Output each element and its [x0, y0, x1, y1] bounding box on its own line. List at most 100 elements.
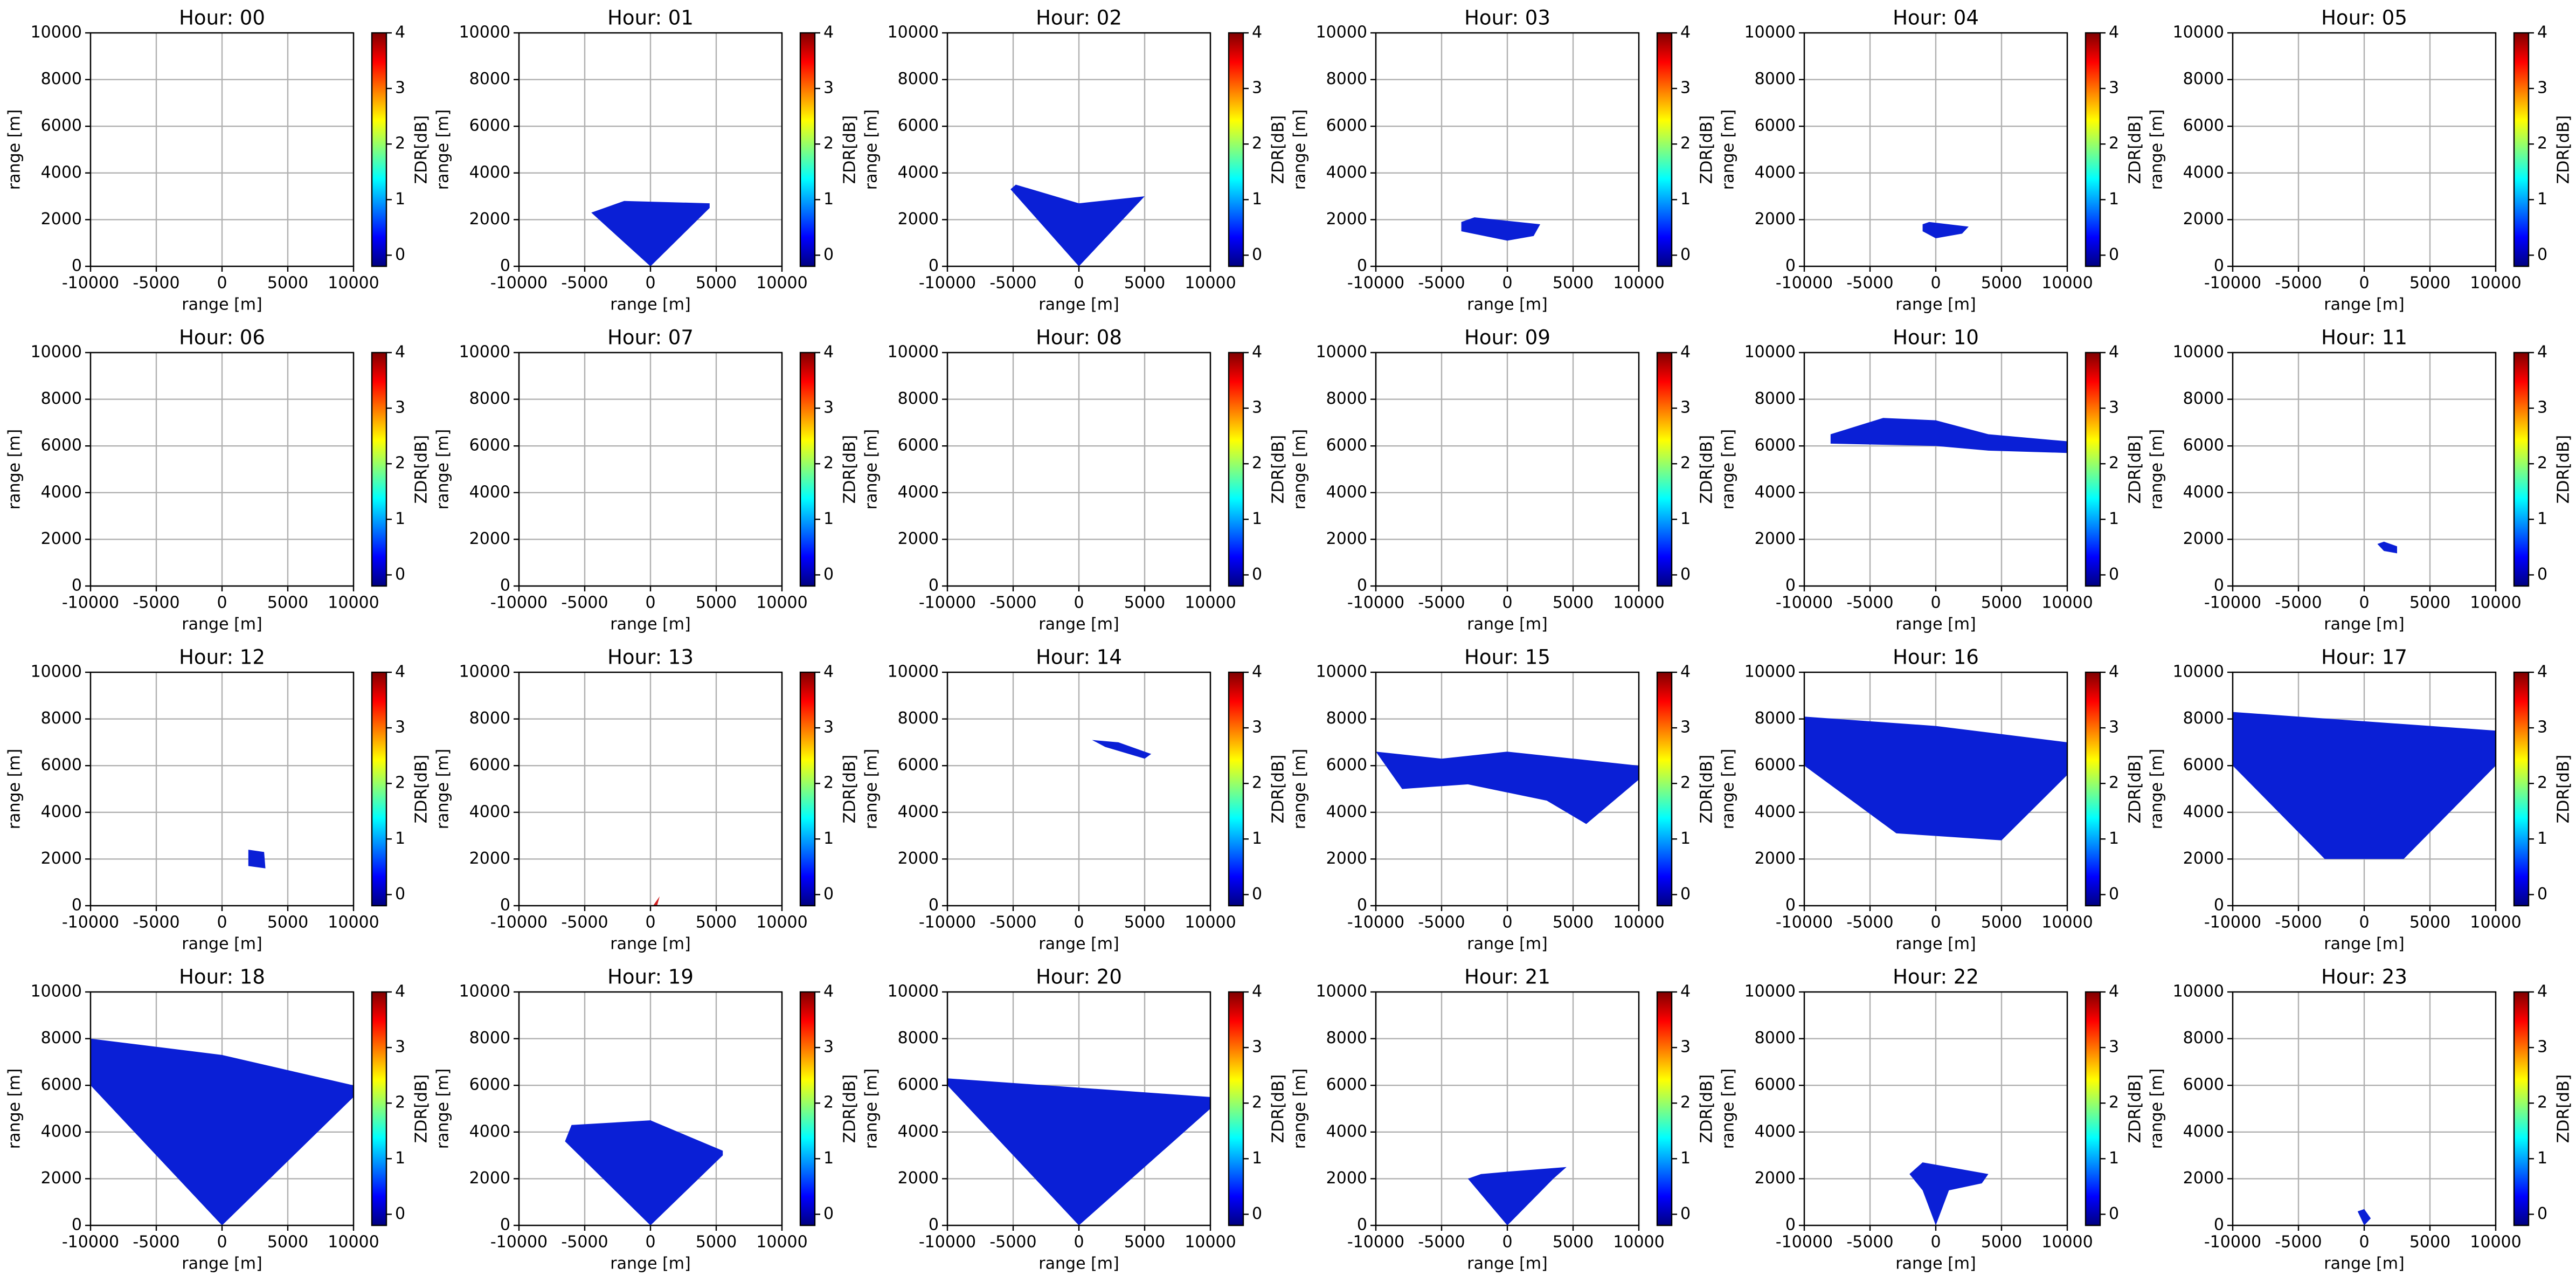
x-axis-label: range [m]	[1895, 935, 1976, 954]
x-tick-label: 5000	[1553, 913, 1594, 932]
y-tick-label: 8000	[41, 709, 82, 728]
x-tick-label: 5000	[1124, 274, 1165, 293]
colorbar	[371, 671, 387, 907]
axes-frame	[2232, 351, 2497, 587]
y-tick-label: 10000	[888, 343, 939, 362]
y-tick-label: 10000	[31, 982, 82, 1001]
colorbar	[2513, 991, 2530, 1226]
x-axis-label: range [m]	[2324, 615, 2404, 634]
y-tick-label: 2000	[2183, 849, 2224, 868]
y-tick-label: 8000	[1755, 70, 1796, 88]
x-tick-label: -5000	[561, 913, 608, 932]
x-tick-label: -10000	[1776, 274, 1833, 293]
x-axis-label: range [m]	[1467, 615, 1547, 634]
subplot: Hour: 19 -10000 -5000 0 5000 10000 0 2000 4000 60…	[434, 966, 860, 1273]
colorbar-tick-label: 2	[2109, 774, 2119, 792]
y-tick-label: 6000	[2183, 1076, 2224, 1094]
colorbar-tick-label: 4	[823, 663, 834, 681]
colorbar-tick-label: 4	[1680, 663, 1691, 681]
colorbar-label: ZDR[dB]	[1698, 435, 1716, 504]
y-tick-label: 10000	[31, 23, 82, 42]
colorbar-tick-label: 1	[2537, 509, 2547, 528]
y-tick-label: 10000	[1744, 663, 1796, 681]
x-tick-label: -5000	[133, 1233, 179, 1252]
x-tick-label: 0	[2359, 913, 2369, 932]
colorbar-tick-label: 2	[2109, 454, 2119, 473]
y-tick-label: 6000	[1755, 436, 1796, 455]
x-tick-label: 10000	[1185, 274, 1236, 293]
y-tick-label: 6000	[2183, 116, 2224, 135]
x-tick-label: -5000	[561, 594, 608, 612]
y-tick-label: 6000	[469, 436, 510, 455]
y-axis-label: range [m]	[2148, 429, 2166, 509]
subplot: Hour: 01 -10000 -5000 0 5000 10000 0 2000 4000 60…	[434, 6, 860, 314]
colorbar-tick-label: 0	[1680, 245, 1691, 264]
x-tick-label: -5000	[1846, 274, 1893, 293]
echo-area	[1461, 217, 1540, 241]
colorbar-tick-label: 0	[395, 1204, 405, 1223]
y-axis-label: range [m]	[5, 429, 24, 509]
colorbar-tick-label: 4	[2537, 663, 2547, 681]
y-tick-label: 2000	[469, 529, 510, 548]
subplot-title: Hour: 21	[1464, 966, 1550, 989]
y-tick-label: 2000	[1326, 849, 1367, 868]
x-axis-label: range [m]	[182, 935, 262, 954]
colorbar-tick-label: 3	[395, 1038, 405, 1057]
x-tick-label: -5000	[561, 274, 608, 293]
colorbar-tick-label: 0	[1252, 565, 1262, 584]
x-axis-label: range [m]	[182, 1255, 262, 1273]
axes-frame	[2232, 32, 2497, 267]
colorbar-tick-label: 3	[2109, 79, 2119, 98]
colorbar-tick-label: 2	[823, 134, 834, 153]
colorbar-tick-label: 2	[2537, 454, 2547, 473]
subplot-title: Hour: 02	[1036, 6, 1122, 30]
colorbar-tick-label: 2	[823, 454, 834, 473]
colorbar-tick-label: 0	[1252, 885, 1262, 904]
colorbar-tick-label: 0	[1252, 245, 1262, 264]
axes-frame	[2232, 671, 2497, 907]
subplot: Hour: 13 -10000 -5000 0 5000 10000 0 2000 4000 60…	[434, 646, 860, 954]
subplot-title: Hour: 03	[1464, 6, 1550, 30]
x-tick-label: 0	[645, 594, 655, 612]
colorbar-tick-label: 4	[2537, 23, 2547, 42]
colorbar-tick-label: 3	[1252, 398, 1262, 417]
colorbar-tick-label: 4	[2109, 663, 2119, 681]
x-axis-label: range [m]	[2324, 1255, 2404, 1273]
x-tick-label: -5000	[2275, 913, 2322, 932]
x-tick-label: 5000	[1124, 594, 1165, 612]
x-axis-label: range [m]	[1467, 295, 1547, 314]
y-tick-label: 6000	[1326, 116, 1367, 135]
y-tick-label: 2000	[898, 529, 939, 548]
subplot: Hour: 02 -10000 -5000 0 5000 10000 0 2000 4000 60…	[862, 6, 1288, 314]
x-tick-label: -10000	[919, 594, 976, 612]
subplot: Hour: 21 -10000 -5000 0 5000 10000 0 2000 4000 60…	[1291, 966, 1716, 1273]
y-tick-label: 4000	[1755, 483, 1796, 501]
y-tick-label: 4000	[469, 1122, 510, 1141]
y-tick-label: 4000	[1326, 163, 1367, 182]
y-axis-label: range [m]	[1719, 1069, 1738, 1149]
x-tick-label: 10000	[1613, 274, 1664, 293]
colorbar-tick-label: 1	[395, 509, 405, 528]
y-tick-label: 10000	[2173, 23, 2224, 42]
colorbar-tick-label: 1	[1680, 190, 1691, 209]
axes-frame	[89, 991, 355, 1226]
x-tick-label: -10000	[1347, 274, 1404, 293]
colorbar-label: ZDR[dB]	[2126, 755, 2145, 824]
y-axis-label: range [m]	[2148, 109, 2166, 190]
y-tick-label: 4000	[469, 802, 510, 821]
y-tick-label: 4000	[469, 163, 510, 182]
y-tick-label: 4000	[1755, 163, 1796, 182]
axes-frame	[1803, 991, 2068, 1226]
colorbar-tick-label: 1	[823, 1149, 834, 1168]
axes-frame	[946, 671, 1211, 907]
colorbar-tick-label: 2	[395, 1093, 405, 1112]
y-tick-label: 8000	[41, 389, 82, 408]
y-tick-label: 2000	[1326, 1169, 1367, 1188]
subplot-title: Hour: 16	[1893, 646, 1979, 669]
y-tick-label: 4000	[41, 1122, 82, 1141]
y-tick-label: 4000	[1755, 802, 1796, 821]
axes-frame	[89, 671, 355, 907]
colorbar-tick-label: 0	[395, 565, 405, 584]
y-tick-label: 2000	[898, 210, 939, 229]
y-tick-label: 6000	[1326, 436, 1367, 455]
